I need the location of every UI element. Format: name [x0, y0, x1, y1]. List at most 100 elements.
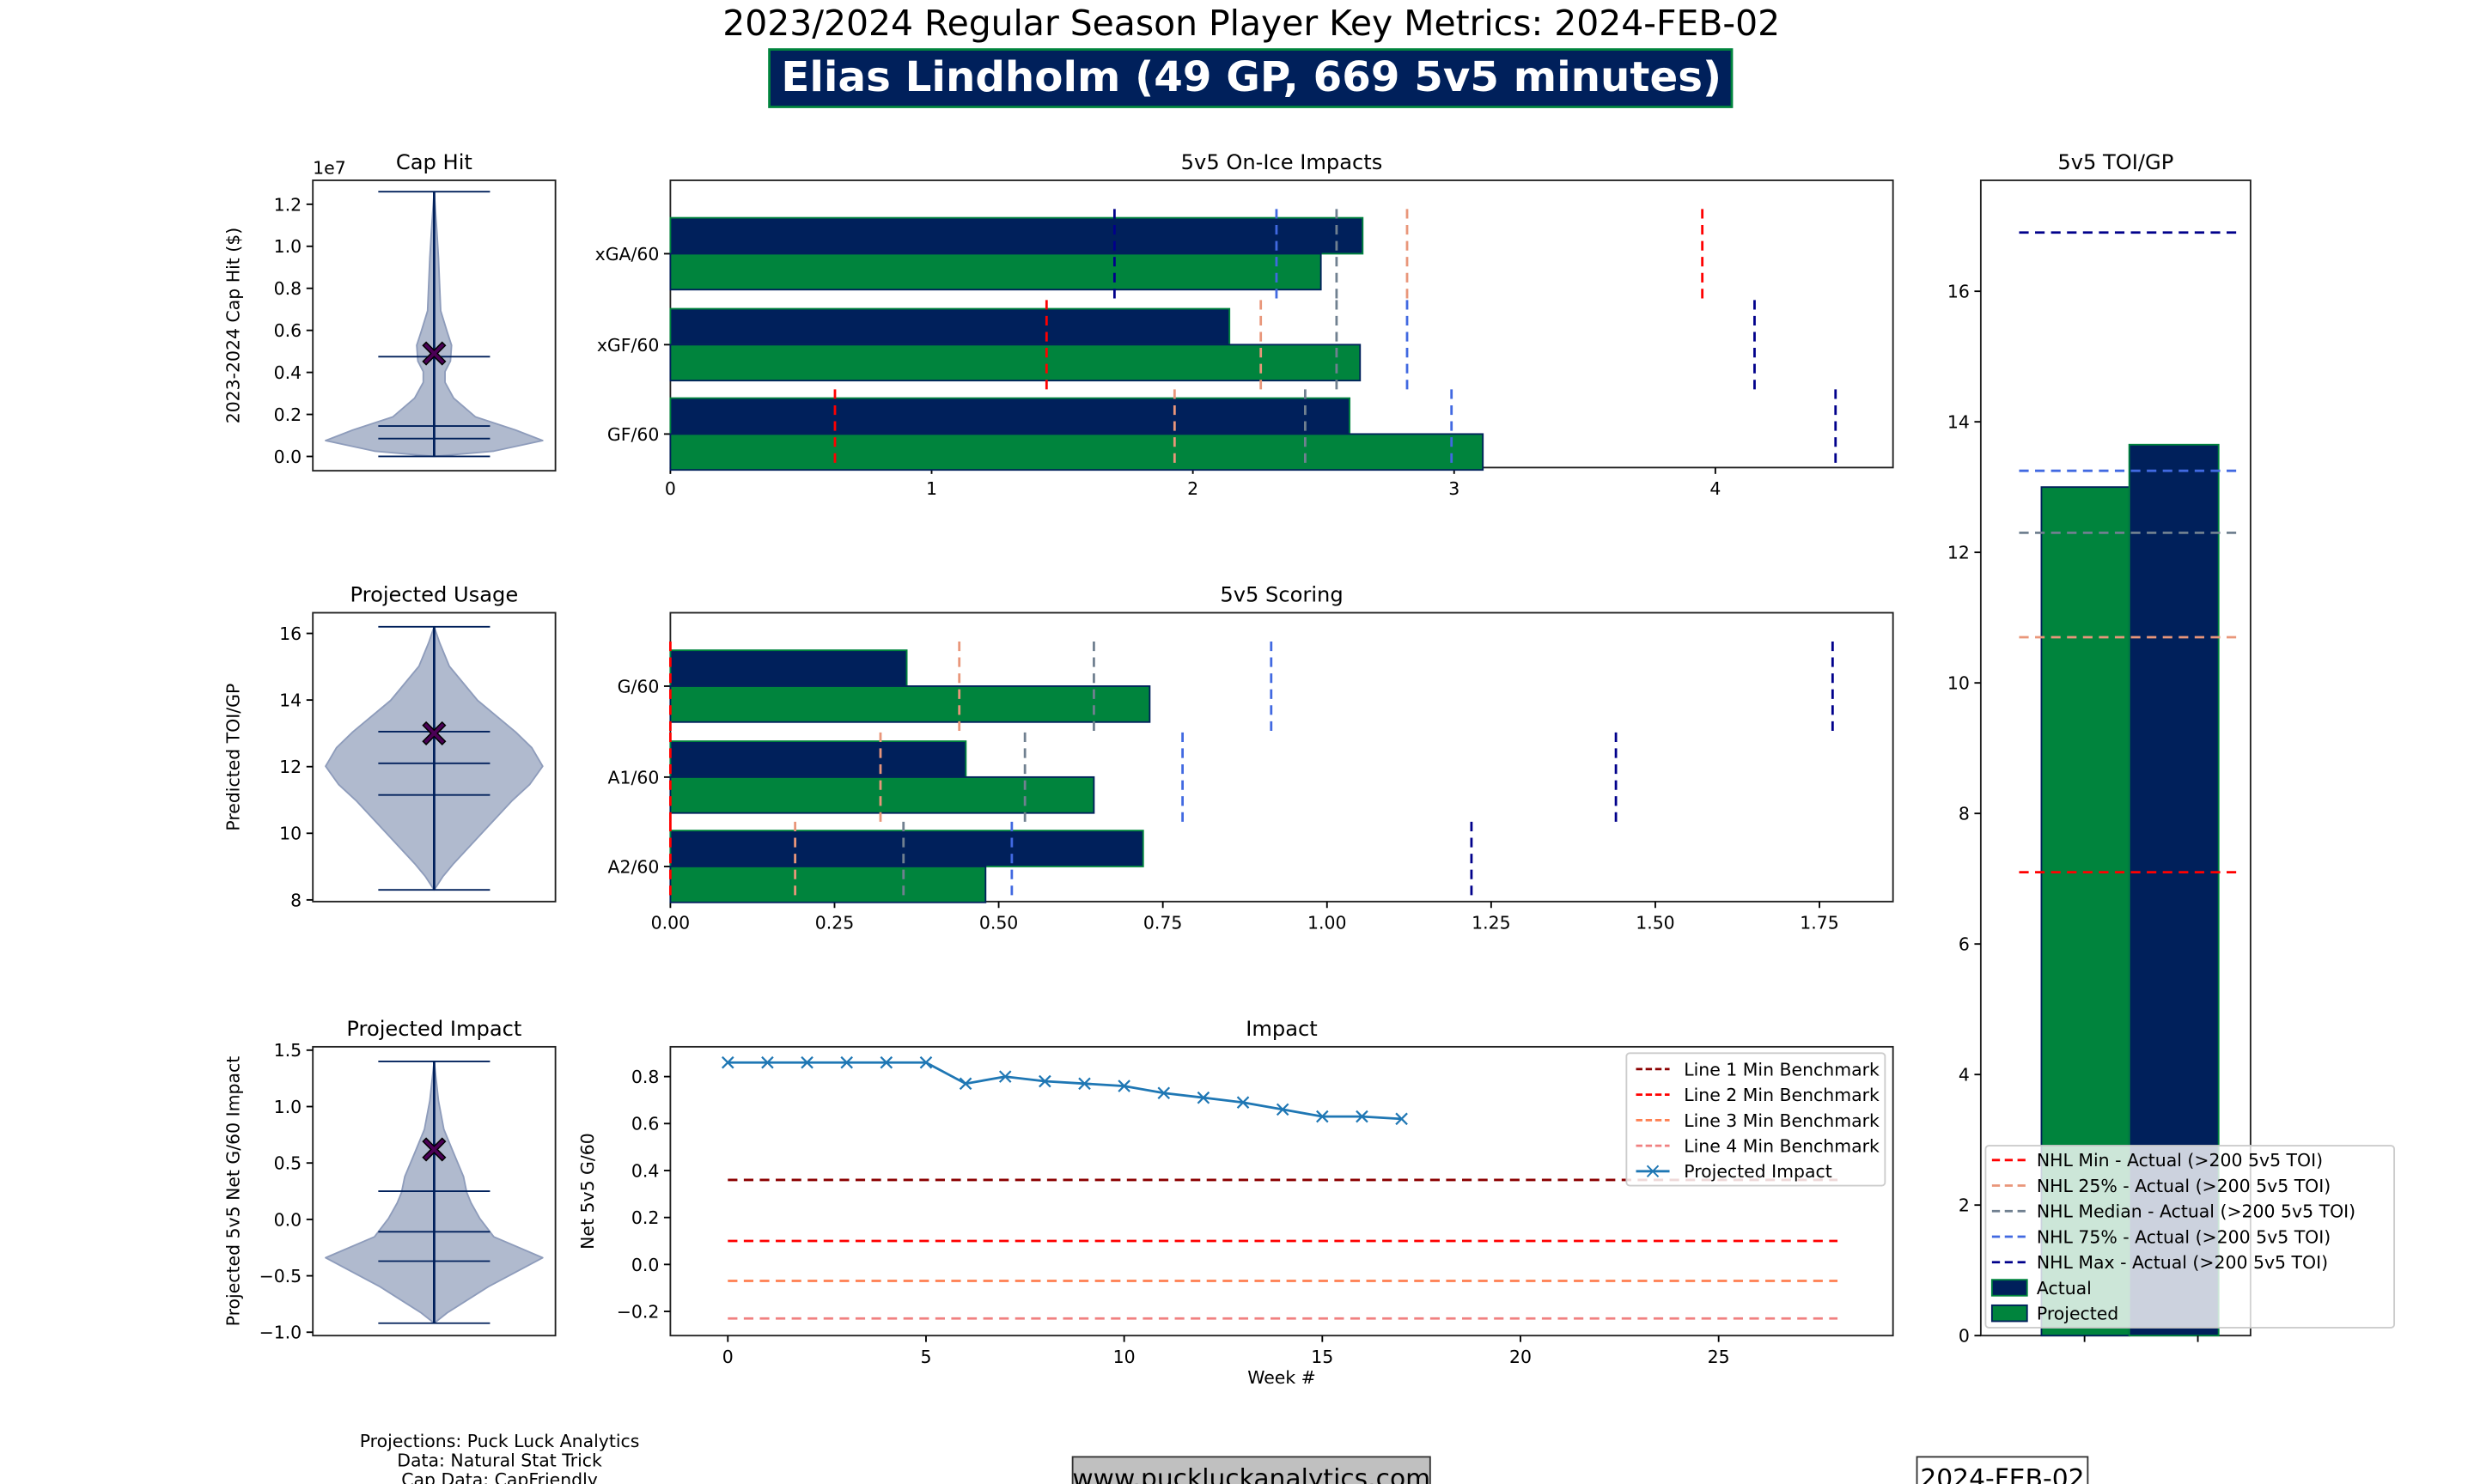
- data-point-marker: [998, 1070, 1012, 1083]
- data-point-marker: [840, 1055, 853, 1069]
- player-marker-icon: [422, 1137, 447, 1162]
- y-tick-label: 1.0: [274, 236, 302, 257]
- y-tick-label: 2: [1959, 1195, 1970, 1216]
- y-tick-label: −0.2: [617, 1301, 660, 1322]
- x-tick-label: 0.25: [815, 912, 854, 933]
- x-tick-label: 1: [926, 478, 937, 499]
- y-tick-label: 0.8: [631, 1067, 659, 1087]
- legend-label: Line 1 Min Benchmark: [1684, 1059, 1880, 1080]
- footer-credit-cap: Cap Data: CapFriendly: [401, 1469, 598, 1484]
- actual-bar: [669, 397, 1351, 435]
- y-tick-label: 0.0: [274, 447, 302, 467]
- data-point-marker: [761, 1055, 774, 1069]
- onice-chart: 5v5 On-Ice Impacts 0 1 2 3 4 xGA/60 xGF/60 GF/60: [595, 150, 1894, 499]
- website-link[interactable]: www.puckluckanalytics.com: [1072, 1464, 1430, 1484]
- x-tick-label: 0.75: [1143, 912, 1182, 933]
- legend-label: NHL 75% - Actual (>200 5v5 TOI): [2037, 1226, 2331, 1247]
- legend-label: NHL Min - Actual (>200 5v5 TOI): [2037, 1150, 2323, 1171]
- legend-label: Projected Impact: [1684, 1161, 1832, 1182]
- y-tick-label: 0.4: [631, 1160, 659, 1181]
- player-marker-icon: [422, 341, 447, 366]
- x-axis-label: Week #: [1247, 1367, 1316, 1388]
- projected-impact-line: [728, 1061, 1402, 1121]
- player-banner: Elias Lindholm (49 GP, 669 5v5 minutes): [781, 53, 1721, 101]
- x-tick-label: 2: [1187, 478, 1198, 499]
- y-tick-label: 6: [1959, 934, 1970, 955]
- y-axis-label: Projected 5v5 Net G/60 Impact: [223, 1056, 244, 1327]
- website-box: [1071, 1456, 1431, 1484]
- chart-title: 5v5 On-Ice Impacts: [1181, 150, 1383, 174]
- y-tick-label: 1.0: [274, 1097, 302, 1117]
- y-tick-label: 0.5: [274, 1153, 302, 1174]
- data-point-marker: [1157, 1086, 1171, 1100]
- legend-marker-icon: [1646, 1165, 1660, 1177]
- legend-swatch: [1990, 1304, 2028, 1323]
- category-label: A1/60: [608, 767, 660, 788]
- y-axis-label: Net 5v5 G/60: [577, 1133, 598, 1250]
- x-tick-label: 0.50: [979, 912, 1018, 933]
- projected-bar: [669, 252, 1322, 291]
- y-tick-label: 0.6: [631, 1114, 659, 1134]
- date-stamp: 2024-FEB-02: [1920, 1464, 2084, 1484]
- data-point-marker: [1316, 1110, 1329, 1123]
- y-tick-label: 16: [1947, 282, 1970, 302]
- y-tick-label: 14: [1947, 412, 1970, 433]
- y-tick-label: 0.8: [274, 278, 302, 299]
- legend-label: Projected: [2037, 1304, 2118, 1324]
- chart-title: 5v5 TOI/GP: [2057, 150, 2173, 174]
- x-tick-label: 25: [1708, 1347, 1730, 1367]
- impact_line-chart: Impact −0.2 0.0 0.2 0.4 0.6 0.8 0 5 10 15 20 25 Net 5…: [577, 1017, 1894, 1388]
- data-point-marker: [801, 1055, 813, 1069]
- y-tick-label: 0.2: [631, 1207, 659, 1228]
- category-label: A2/60: [608, 856, 660, 877]
- x-tick-label: 3: [1448, 478, 1459, 499]
- x-tick-label: 0: [665, 478, 676, 499]
- y-tick-label: 12: [1947, 543, 1970, 563]
- data-point-marker: [721, 1055, 734, 1069]
- player-banner-box: [768, 48, 1734, 108]
- y-tick-label: 8: [1959, 804, 1970, 824]
- y-tick-label: 10: [279, 824, 302, 844]
- legend-label: Line 4 Min Benchmark: [1684, 1136, 1880, 1157]
- y-tick-label: 10: [1947, 673, 1970, 694]
- data-point-marker: [1039, 1074, 1051, 1088]
- projected-bar: [669, 775, 1095, 814]
- x-tick-label: 1.00: [1307, 912, 1346, 933]
- actual-bar: [669, 740, 967, 778]
- x-tick-label: 5: [920, 1347, 931, 1367]
- actual-bar: [669, 216, 1364, 255]
- legend-label: NHL Median - Actual (>200 5v5 TOI): [2037, 1201, 2355, 1222]
- figure-title: 2023/2024 Regular Season Player Key Metr…: [722, 3, 1780, 44]
- y-tick-label: 0.6: [274, 320, 302, 341]
- chart-title: Projected Impact: [346, 1017, 521, 1041]
- y-tick-label: 0.4: [274, 362, 302, 383]
- data-point-marker: [1078, 1077, 1091, 1091]
- chart-title: 5v5 Scoring: [1220, 582, 1343, 606]
- category-label: G/60: [618, 676, 660, 696]
- impact-legend: Line 1 Min Benchmark Line 2 Min Benchmark…: [1625, 1052, 1886, 1187]
- legend-label: Line 3 Min Benchmark: [1684, 1110, 1880, 1131]
- footer-credit-projections: Projections: Puck Luck Analytics: [360, 1431, 640, 1451]
- player-marker-icon: [422, 721, 447, 745]
- x-tick-label: 15: [1311, 1347, 1333, 1367]
- category-label: xGF/60: [597, 335, 660, 356]
- cap-chart: Cap Hit 0.0 0.2 0.4 0.6 0.8 1.0 1.2 2023-2024 Ca…: [223, 150, 557, 472]
- actual-bar: [669, 830, 1144, 867]
- y-tick-label: 0.0: [631, 1255, 659, 1275]
- legend-swatch: [1990, 1279, 2028, 1297]
- projected-bar: [669, 685, 1151, 723]
- y-tick-label: 0.0: [274, 1209, 302, 1230]
- y-axis-label: 2023-2024 Cap Hit ($): [223, 228, 244, 423]
- category-label: xGA/60: [595, 244, 660, 265]
- chart-title: Projected Usage: [350, 582, 519, 606]
- projected-bar: [669, 344, 1362, 382]
- scoring-chart: 5v5 Scoring 0.00 0.25 0.50 0.75 1.00 1.25 1.50 1…: [608, 582, 1894, 933]
- usage-chart: Projected Usage 8 10 12 14 16 Predicted TOI/GP: [223, 582, 557, 910]
- data-point-marker: [1276, 1103, 1289, 1116]
- legend-label: Line 2 Min Benchmark: [1684, 1085, 1880, 1105]
- y-tick-label: 16: [279, 623, 302, 644]
- data-point-marker: [1356, 1110, 1368, 1123]
- category-label: GF/60: [607, 424, 659, 445]
- y-tick-label: 1.5: [274, 1040, 302, 1061]
- x-tick-label: 4: [1709, 478, 1721, 499]
